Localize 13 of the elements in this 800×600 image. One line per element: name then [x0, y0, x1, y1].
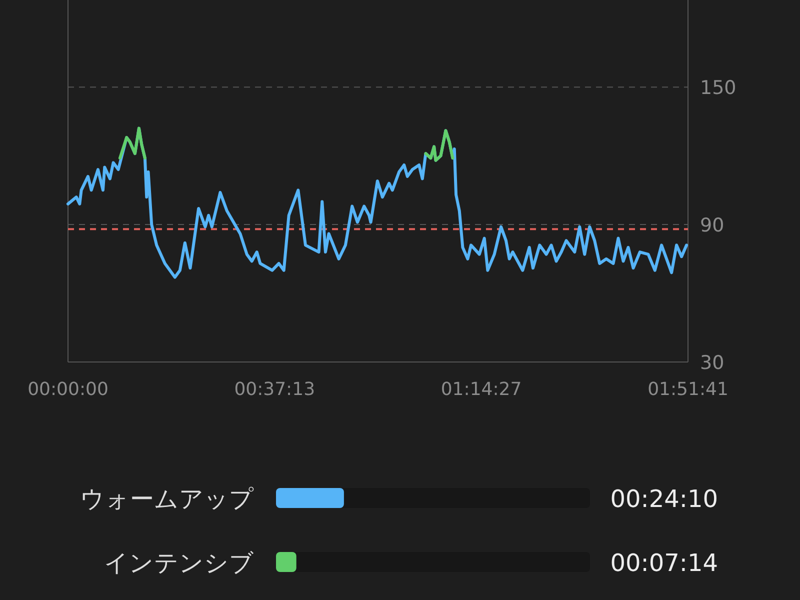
y-tick-label: ウォームアップ — [80, 485, 254, 513]
x-tick-label: 01:51:41 — [648, 379, 728, 400]
x-tick-label: 00:37:13 — [234, 379, 316, 400]
data-label: 00:07:14 — [610, 549, 718, 577]
line-series — [424, 129, 454, 162]
y-tick-label: 90 — [700, 214, 724, 237]
data-label: 00:24:10 — [610, 485, 718, 513]
line-series — [118, 126, 146, 160]
y-tick-label: 30 — [700, 352, 724, 374]
x-tick-label: 00:00:00 — [28, 379, 108, 400]
x-tick-label: 01:14:27 — [440, 379, 522, 400]
y-tick-label: 150 — [700, 77, 736, 100]
y-tick-label: インテンシブ — [104, 549, 254, 577]
